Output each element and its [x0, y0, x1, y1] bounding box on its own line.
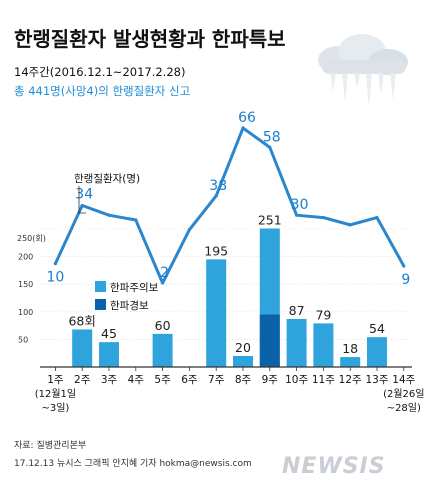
line-value-label: 9	[401, 272, 410, 288]
legend-swatch-warning	[95, 299, 106, 310]
y-axis-unit: 250(회)	[17, 234, 46, 243]
bar-advisory	[367, 337, 387, 367]
bar-value-label: 45	[101, 326, 117, 341]
y-tick-label: 100	[18, 308, 33, 317]
line-series-label: 한랭질환자(명)	[74, 173, 140, 185]
line-point	[241, 126, 245, 130]
x-tick-label: 4주	[128, 374, 145, 386]
bar-value-label: 54	[369, 321, 385, 336]
line-point	[53, 262, 58, 266]
line-point	[375, 216, 379, 220]
x-tick-label: 1주	[47, 374, 64, 386]
bar-value-label: 251	[258, 212, 282, 227]
bar-value-label: 18	[342, 341, 358, 356]
bar-labels: 68회 45 60 195 20 251 87 79 18 54	[68, 212, 385, 356]
line-point	[348, 223, 352, 227]
line-value-label: 58	[263, 129, 281, 145]
bar-advisory	[313, 323, 334, 367]
line-point	[321, 216, 325, 220]
line-value-label: 2	[160, 265, 169, 281]
newsis-watermark: NEWSIS	[282, 454, 386, 479]
line-point	[134, 218, 138, 222]
bar-advisory	[286, 318, 307, 367]
y-axis-ticks: 200 150 100 50	[18, 253, 33, 345]
x-tick-label: 13주	[365, 374, 388, 386]
total-subtitle: 총 441명(사망4)의 한랭질환자 신고	[14, 84, 190, 98]
line-series-pointer	[78, 186, 86, 214]
legend-swatch-advisory	[95, 281, 106, 292]
line-point	[268, 145, 272, 149]
line-value-label: 34	[75, 187, 93, 203]
line-value-label: 66	[238, 110, 256, 126]
y-tick-label: 200	[18, 253, 33, 262]
line-point	[161, 281, 165, 285]
line-point	[187, 228, 191, 232]
line-series	[53, 126, 406, 285]
line-point	[295, 213, 299, 217]
chart-title: 한랭질환자 발생현황과 한파특보	[14, 27, 286, 51]
x-tick-label: 7주	[208, 374, 225, 386]
bar-advisory	[99, 342, 119, 367]
line-point	[214, 194, 218, 198]
line-path-patients	[54, 126, 406, 285]
bar-advisory	[72, 329, 93, 367]
bar-value-label: 68회	[68, 313, 95, 328]
x-tick-label: 10주	[285, 374, 308, 386]
bar-advisory	[340, 357, 361, 367]
line-point	[107, 213, 111, 217]
bar-warning	[259, 314, 280, 367]
bar-value-label: 60	[155, 318, 171, 333]
legend: 한파주의보 한파경보	[95, 281, 159, 312]
x-tick-label: 8주	[235, 374, 252, 386]
x-tick-sublabel: (2월26일	[383, 388, 424, 400]
line-labels: 10 34 2 38 66 58 30 9	[46, 110, 410, 288]
bar-value-label: 87	[289, 303, 305, 318]
line-value-label: 30	[291, 197, 309, 213]
y-tick-label: 50	[18, 335, 28, 344]
bar-value-label: 20	[235, 340, 251, 355]
x-tick-label: 2주	[74, 374, 91, 386]
legend-label-warning: 한파경보	[110, 299, 149, 312]
line-value-label: 10	[46, 270, 64, 286]
x-tick-sublabel: ~28일)	[387, 402, 421, 414]
line-value-label: 38	[209, 178, 227, 194]
bar-advisory	[152, 333, 173, 367]
credit-note: 17.12.13 뉴시스 그래픽 안지혜 기자 hokma@newsis.com	[14, 457, 252, 469]
line-point	[80, 203, 84, 208]
source-note: 자료: 질병관리본부	[14, 439, 86, 451]
x-tick-label: 12주	[339, 374, 362, 386]
bar-value-label: 79	[315, 307, 331, 322]
line-point	[402, 264, 406, 268]
period-subtitle: 14주간(2016.12.1~2017.2.28)	[14, 65, 185, 79]
legend-label-advisory: 한파주의보	[110, 282, 159, 294]
x-tick-label: 9주	[262, 374, 279, 386]
x-tick-sublabel: (12월1일	[35, 388, 76, 400]
x-tick-label: 11주	[312, 374, 335, 386]
bar-advisory	[233, 355, 253, 367]
x-tick-sublabel: ~3일)	[41, 402, 69, 414]
bar-advisory	[206, 259, 227, 367]
x-tick-label: 14주	[392, 374, 415, 386]
x-tick-label: 6주	[181, 374, 198, 386]
y-tick-label: 150	[18, 280, 33, 289]
bar-value-label: 195	[204, 243, 228, 258]
x-tick-label: 3주	[101, 374, 118, 386]
x-tick-label: 5주	[154, 374, 171, 386]
x-axis-ticks: 1주 (12월1일 ~3일) 2주 3주 4주 5주 6주 7주 8주 9주 10주 11주 12주 13주…	[35, 367, 424, 414]
bar-series	[72, 228, 387, 367]
cold-cloud-icon	[318, 34, 408, 108]
